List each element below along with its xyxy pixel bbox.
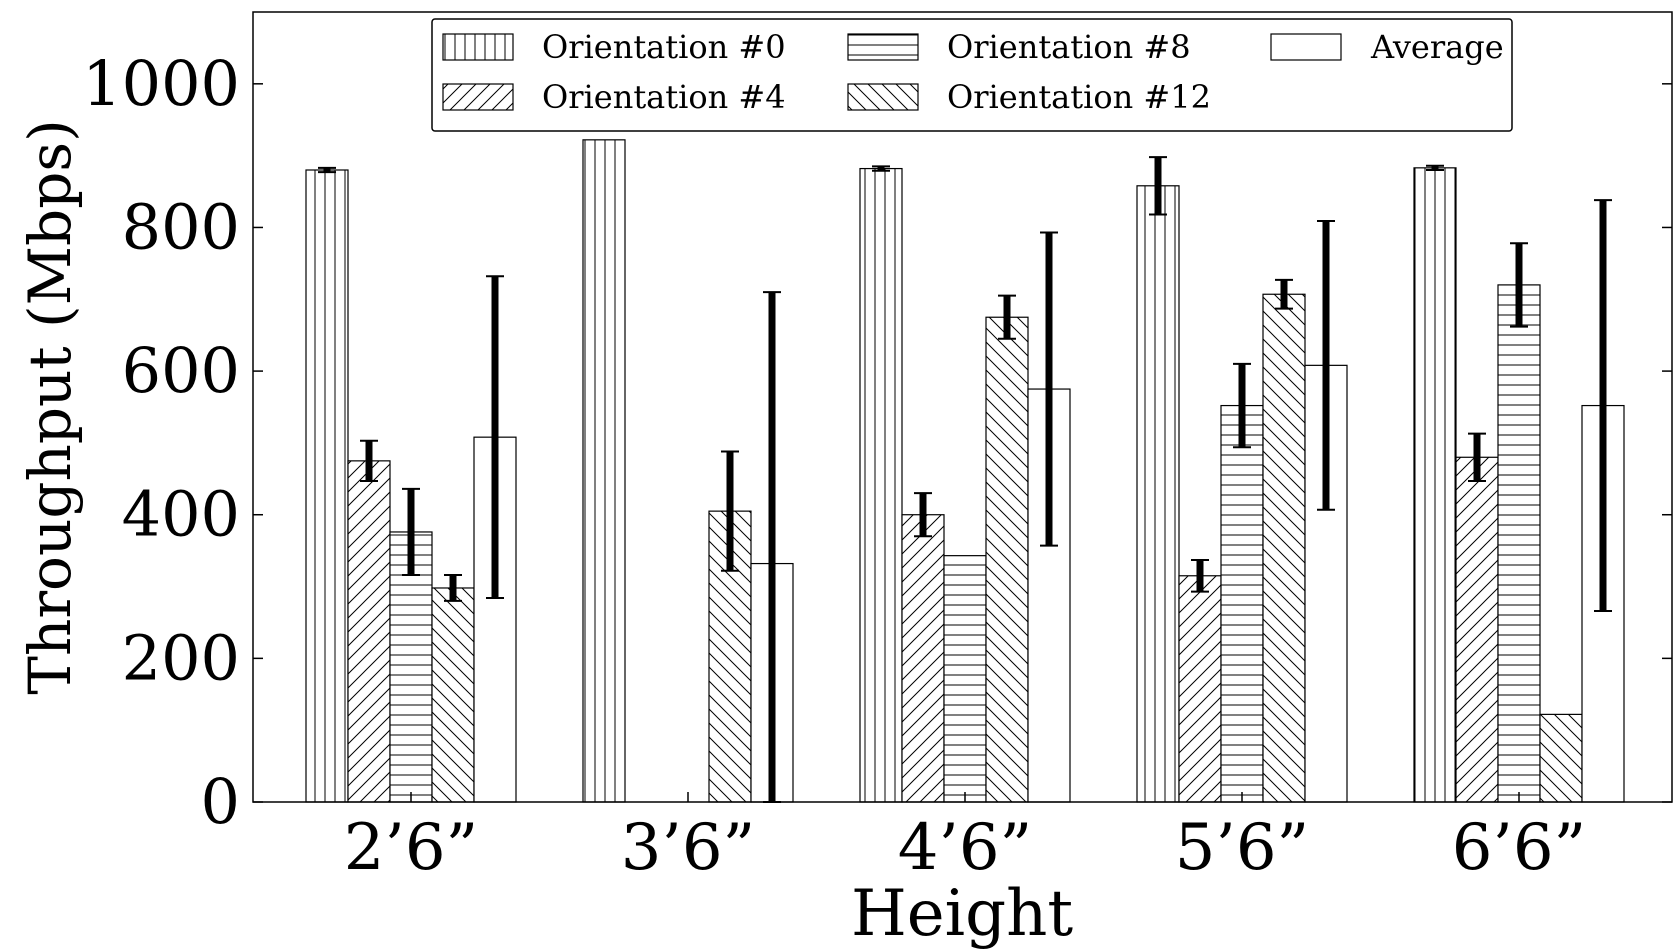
error-bar <box>318 166 336 174</box>
legend-item: Orientation #4 <box>442 78 786 116</box>
error-bar <box>1317 219 1335 511</box>
legend-swatch <box>847 33 919 61</box>
bar <box>582 139 626 803</box>
legend-item: Average <box>1270 28 1504 66</box>
bar <box>859 167 903 803</box>
legend-label: Average <box>1370 28 1504 66</box>
error-bar <box>1468 432 1486 482</box>
legend-label: Orientation #12 <box>947 78 1211 116</box>
error-bar <box>486 275 504 600</box>
y-tick-label: 0 <box>201 765 240 838</box>
bar <box>985 316 1029 803</box>
bar <box>901 514 945 803</box>
x-axis-label: Height <box>851 877 1073 949</box>
error-bar <box>872 165 890 172</box>
x-tick-label: 3’6” <box>621 811 756 885</box>
legend-label: Orientation #8 <box>947 28 1191 66</box>
error-bar <box>998 294 1016 340</box>
y-tick-label: 800 <box>122 190 240 263</box>
legend-swatch <box>442 83 514 111</box>
error-bar <box>1510 242 1528 328</box>
bar <box>1413 167 1457 803</box>
x-tick-label: 4’6” <box>898 811 1033 885</box>
bar <box>347 460 391 803</box>
error-bar <box>1275 278 1293 310</box>
error-bar <box>1191 558 1209 593</box>
error-bar <box>1233 362 1251 449</box>
y-tick-label: 400 <box>122 478 240 551</box>
bar <box>943 555 987 803</box>
legend-swatch <box>442 33 514 61</box>
bar <box>1136 185 1180 803</box>
bar <box>1178 575 1222 803</box>
bar <box>1539 713 1583 803</box>
bar <box>1262 293 1306 803</box>
error-bar <box>721 450 739 572</box>
y-tick-label: 600 <box>122 334 240 407</box>
error-bar <box>1594 199 1612 612</box>
error-bar <box>1040 231 1058 547</box>
x-tick-label: 5’6” <box>1175 811 1310 885</box>
x-tick-label: 6’6” <box>1452 811 1587 885</box>
legend-item: Orientation #8 <box>847 28 1191 66</box>
plot-frame <box>252 11 1673 803</box>
legend-label: Orientation #0 <box>542 28 786 66</box>
legend-swatch <box>1270 33 1342 61</box>
bar <box>1455 456 1499 803</box>
error-bar <box>1149 156 1167 216</box>
bar <box>305 169 349 803</box>
legend-item: Orientation #0 <box>442 28 786 66</box>
legend-swatch <box>847 83 919 111</box>
error-bar <box>914 492 932 538</box>
error-bar <box>360 439 378 482</box>
bar <box>1497 284 1541 803</box>
legend-item: Orientation #12 <box>847 78 1211 116</box>
legend: Orientation #0 Orientation #4 Orientation … <box>431 18 1513 132</box>
error-bar <box>444 574 462 602</box>
legend-frame <box>431 18 1513 132</box>
bar <box>431 587 475 803</box>
bar <box>1220 404 1264 803</box>
x-tick-label: 2’6” <box>344 811 479 885</box>
legend-label: Orientation #4 <box>542 78 786 116</box>
y-tick-label: 1000 <box>82 47 240 120</box>
y-axis-label: Throughput (Mbps) <box>16 119 84 694</box>
error-bar <box>402 487 420 577</box>
error-bar <box>1426 164 1444 171</box>
y-tick-label: 200 <box>122 621 240 694</box>
